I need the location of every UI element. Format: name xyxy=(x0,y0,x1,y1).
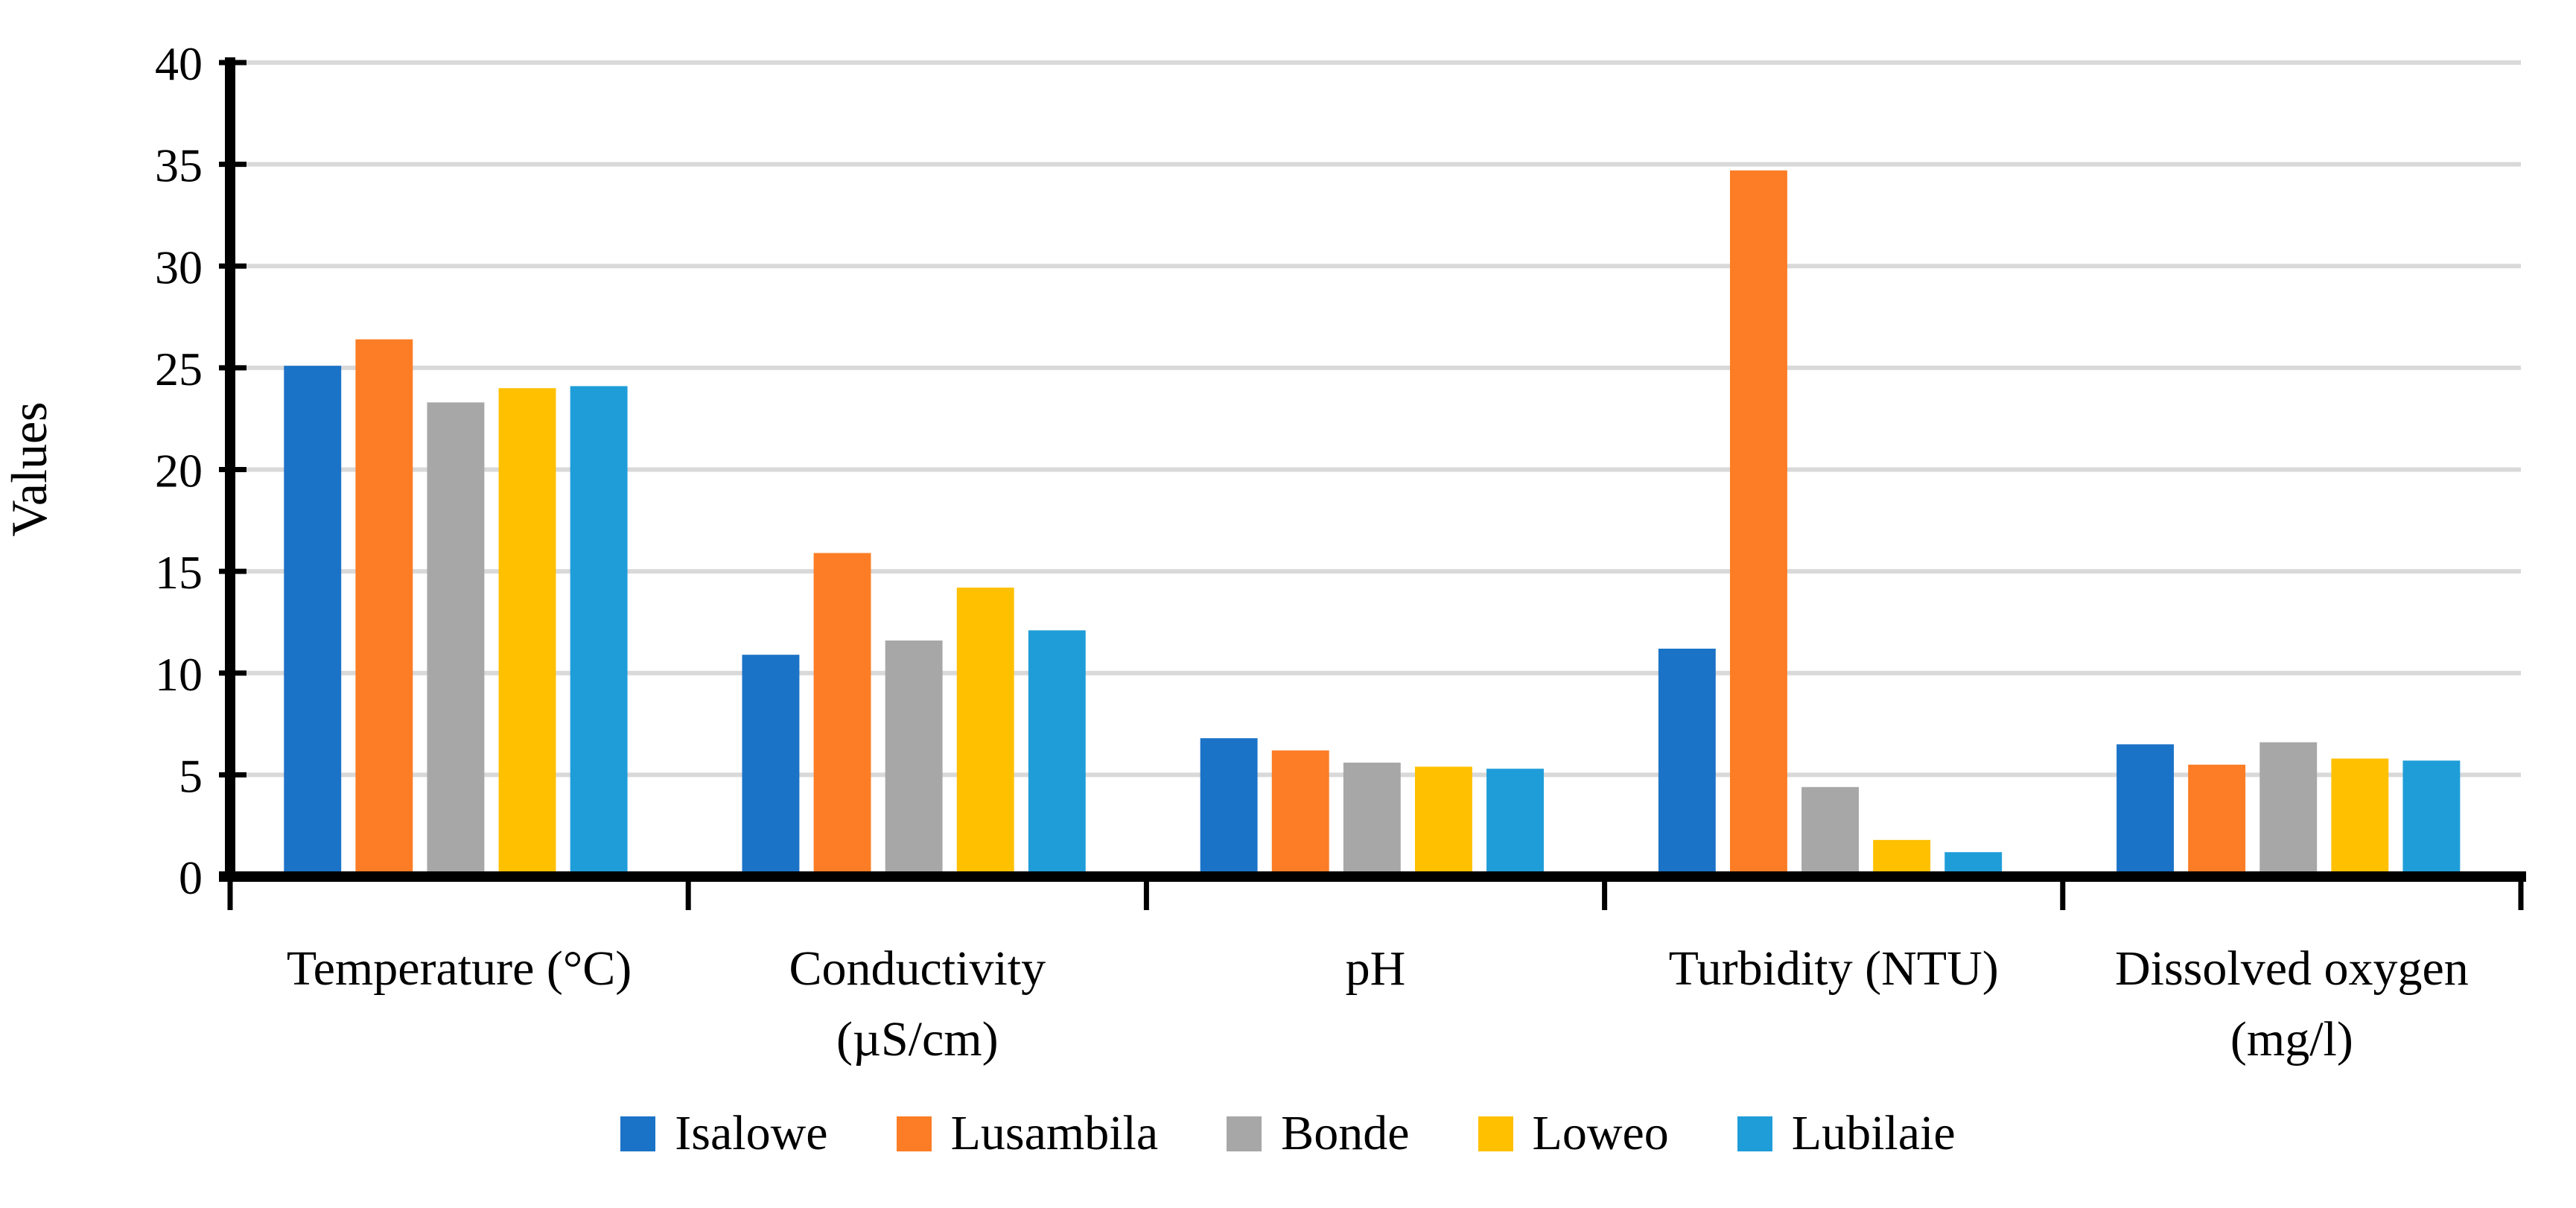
legend-swatch xyxy=(1227,1116,1262,1151)
bars xyxy=(284,170,2461,877)
bar-Lusambila-pH xyxy=(1271,750,1329,877)
bar-Isalowe-Temperature (°C) xyxy=(284,366,342,877)
y-tick-label: 40 xyxy=(155,37,203,90)
legend: Isalowe Lusambila Bonde Loweo Lubilaie xyxy=(0,1096,2576,1171)
y-tick-label: 30 xyxy=(155,241,203,293)
bar-Lusambila-Conductivity (µS/cm) xyxy=(813,553,871,877)
category-label: Temperature (°C) xyxy=(287,941,632,996)
bar-Loweo-pH xyxy=(1414,766,1472,877)
bar-Lusambila-Dissolved oxygen (mg/l) xyxy=(2188,764,2246,877)
legend-label: Bonde xyxy=(1281,1106,1410,1160)
bar-Bonde-pH xyxy=(1343,762,1401,877)
y-tick-label: 10 xyxy=(155,648,203,701)
legend-item-Loweo: Loweo xyxy=(1478,1109,1669,1158)
y-tick-label: 5 xyxy=(179,749,203,802)
axes xyxy=(219,57,2526,910)
bar-Bonde-Dissolved oxygen (mg/l) xyxy=(2259,742,2318,877)
category-label: Dissolved oxygen (mg/l) xyxy=(2115,941,2469,1066)
legend-item-Bonde: Bonde xyxy=(1227,1106,1410,1160)
legend-item-Isalowe: Isalowe xyxy=(620,1106,828,1160)
bar-Loweo-Conductivity (µS/cm) xyxy=(956,587,1014,877)
y-tick-label: 15 xyxy=(155,546,203,599)
bar-Bonde-Temperature (°C) xyxy=(427,402,485,877)
legend-label: Loweo xyxy=(1532,1106,1669,1160)
legend-swatch xyxy=(1478,1116,1513,1151)
bar-Lubilaie-pH xyxy=(1486,769,1544,877)
axis-labels: 0 5 10 15 20 25 30 35 40 Temperature (°C) Conducti… xyxy=(155,37,2469,1066)
y-tick-label: 25 xyxy=(155,343,203,395)
legend-item-Lusambila: Lusambila xyxy=(896,1106,1159,1160)
bar-Isalowe-Conductivity (µS/cm) xyxy=(742,655,800,877)
legend-label: Lubilaie xyxy=(1791,1106,1956,1160)
bar-Loweo-Dissolved oxygen (mg/l) xyxy=(2331,758,2389,877)
y-tick-label: 35 xyxy=(155,139,203,192)
legend-label: Lusambila xyxy=(950,1106,1159,1160)
bar-Lubilaie-Conductivity (µS/cm) xyxy=(1028,630,1086,877)
legend-swatch xyxy=(896,1116,932,1151)
legend-swatch xyxy=(620,1116,656,1151)
bar-Isalowe-pH xyxy=(1200,738,1258,877)
bar-Lusambila-Temperature (°C) xyxy=(355,339,413,877)
legend-swatch xyxy=(1737,1116,1772,1151)
bar-Bonde-Turbidity (NTU) xyxy=(1801,786,1859,877)
bar-Loweo-Temperature (°C) xyxy=(498,388,556,877)
y-tick-label: 20 xyxy=(155,445,203,497)
y-axis-title: Values xyxy=(1,401,57,536)
legend-item-Lubilaie: Lubilaie xyxy=(1737,1109,1956,1158)
bar-Isalowe-Turbidity (NTU) xyxy=(1658,648,1716,877)
bar-Lubilaie-Temperature (°C) xyxy=(570,386,628,877)
category-label: pH xyxy=(1346,941,1406,996)
category-label: Turbidity (NTU) xyxy=(1669,941,1999,996)
y-tick-label: 0 xyxy=(179,851,203,904)
legend-label: Isalowe xyxy=(675,1106,828,1160)
bar-Isalowe-Dissolved oxygen (mg/l) xyxy=(2117,744,2174,877)
bar-Lubilaie-Dissolved oxygen (mg/l) xyxy=(2402,760,2461,877)
bar-Loweo-Turbidity (NTU) xyxy=(1873,839,1931,877)
bar-Lusambila-Turbidity (NTU) xyxy=(1729,170,1787,877)
bar-Bonde-Conductivity (µS/cm) xyxy=(885,640,943,877)
category-label: Conductivity (µS/cm) xyxy=(789,941,1046,1066)
